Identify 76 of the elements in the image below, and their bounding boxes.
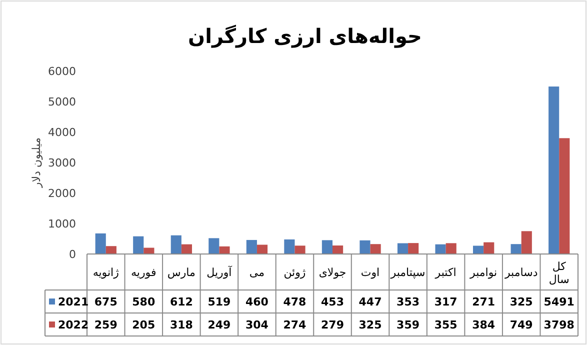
data-label: 304 <box>245 318 269 332</box>
data-label: 317 <box>434 296 458 308</box>
x-tick-label: نوامبر <box>469 266 498 279</box>
x-tick-label: ژانویه <box>92 266 119 279</box>
bar <box>208 238 220 254</box>
data-label: 353 <box>396 296 420 308</box>
x-tick-label: اکتبر <box>434 266 456 279</box>
x-tick-label: کل سال <box>548 260 570 286</box>
y-axis-title: میلیون دلار <box>30 137 43 188</box>
x-tick-label: مارس <box>167 266 196 279</box>
bar <box>397 243 408 254</box>
y-tick-label: 4000 <box>48 126 76 139</box>
data-label: 205 <box>132 318 156 332</box>
data-label: 384 <box>472 318 496 332</box>
bar <box>133 236 144 254</box>
y-tick-label: 5000 <box>48 96 76 108</box>
bar <box>473 246 484 254</box>
legend-label: 2022 <box>58 318 89 332</box>
bar <box>408 243 419 254</box>
bar <box>294 246 306 254</box>
data-label: 259 <box>94 318 118 332</box>
data-label: 749 <box>510 318 533 332</box>
data-label: 355 <box>434 318 458 332</box>
data-label: 325 <box>358 318 382 332</box>
bar <box>284 239 295 254</box>
data-label: 612 <box>170 296 193 308</box>
x-tick-label: دسامبر <box>504 266 538 279</box>
bar <box>360 240 370 254</box>
bar <box>521 231 532 254</box>
data-label: 279 <box>321 318 344 332</box>
data-label: 460 <box>245 296 269 308</box>
bar <box>484 242 494 254</box>
bar <box>370 244 381 254</box>
bar <box>219 246 230 254</box>
chart-title: حواله‌های ارزی کارگران <box>188 24 422 48</box>
bar <box>144 248 154 254</box>
data-label: 5491 <box>544 296 574 308</box>
data-label: 447 <box>358 296 382 308</box>
bar <box>256 244 268 254</box>
bar <box>548 86 560 254</box>
data-label: 453 <box>321 296 344 308</box>
data-label: 271 <box>472 296 496 308</box>
bar <box>322 240 332 254</box>
y-tick-label: 1000 <box>48 218 76 230</box>
x-tick-label: سپتامبر <box>390 266 426 279</box>
bar <box>95 233 106 254</box>
data-label: 325 <box>510 296 533 308</box>
legend-label: 2021 <box>58 296 89 308</box>
bar <box>106 246 116 254</box>
data-label: 318 <box>170 318 193 332</box>
bar <box>559 138 570 254</box>
data-label: 580 <box>132 296 156 308</box>
x-tick-label: جولای <box>318 266 346 279</box>
data-label: 274 <box>283 318 307 332</box>
bar <box>170 235 182 254</box>
y-tick-label: 2000 <box>48 187 76 200</box>
data-label: 519 <box>208 296 231 308</box>
data-label: 3798 <box>544 318 574 332</box>
x-tick-label: آوریل <box>206 265 233 279</box>
bar <box>510 244 522 254</box>
data-label: 675 <box>94 296 118 308</box>
y-tick-label: 3000 <box>48 156 76 170</box>
x-tick-label: ژوئن <box>284 266 306 279</box>
bar <box>181 244 192 254</box>
bar <box>246 240 257 254</box>
x-tick-label: اوت <box>360 266 380 279</box>
data-label: 478 <box>283 296 306 308</box>
bar <box>435 244 446 254</box>
x-tick-label: می <box>249 266 265 279</box>
data-label: 249 <box>208 318 231 332</box>
bar <box>332 245 344 254</box>
x-tick-label: فوریه <box>131 266 156 279</box>
y-tick-label: 0 <box>69 248 76 261</box>
data-label: 359 <box>396 318 420 332</box>
bar <box>446 243 456 254</box>
y-tick-label: 6000 <box>48 65 76 78</box>
